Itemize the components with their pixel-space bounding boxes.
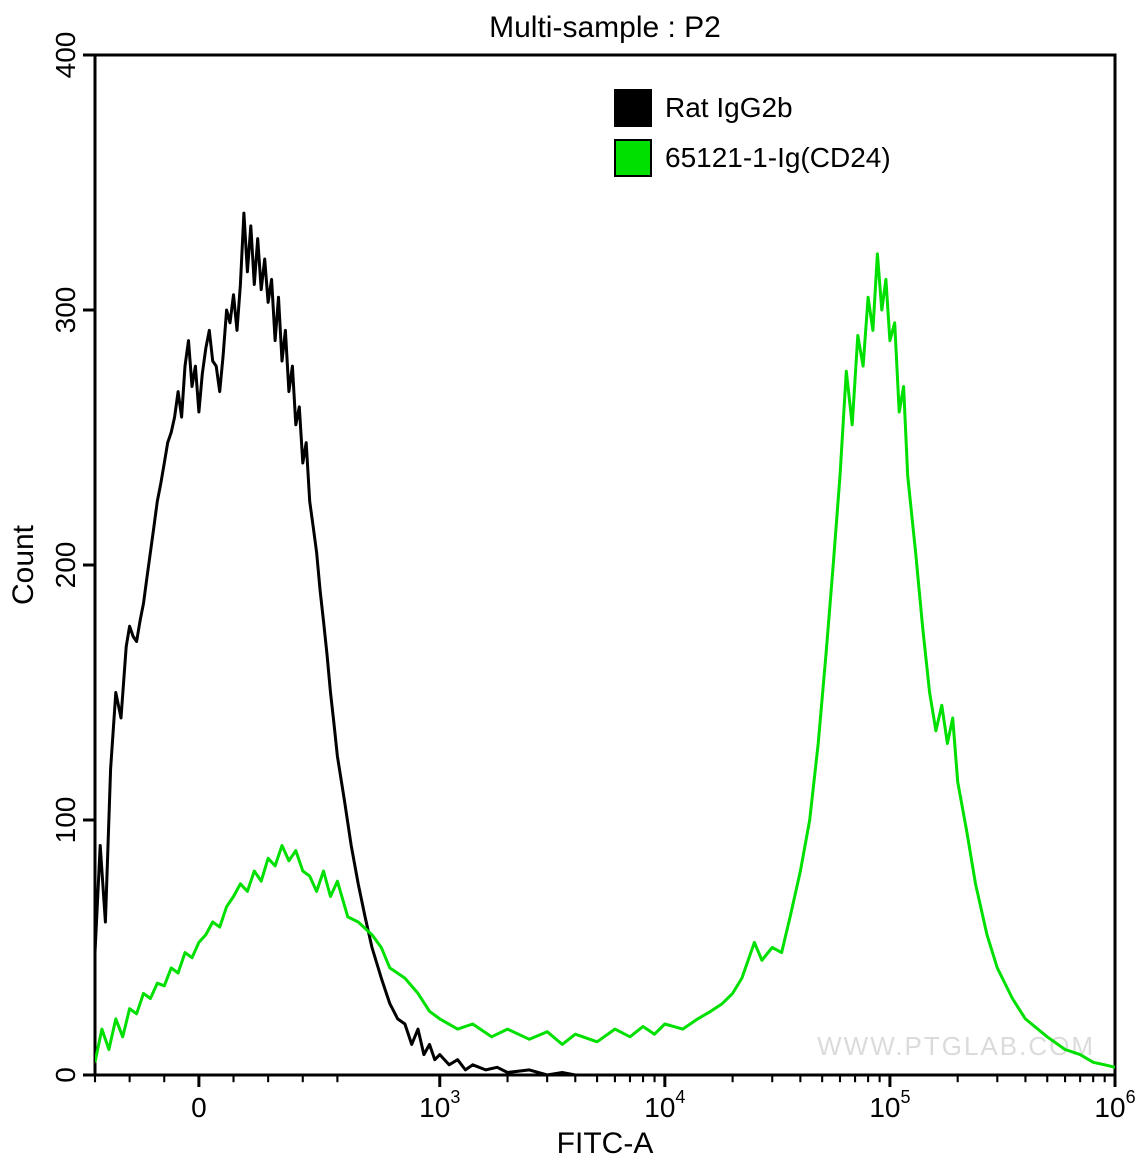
legend-label: 65121-1-Ig(CD24) [665, 142, 891, 173]
legend-swatch [615, 90, 651, 126]
watermark: WWW.PTGLAB.COM [817, 1031, 1095, 1061]
x-tick-label: 103 [419, 1087, 460, 1123]
x-tick-label: 0 [191, 1092, 207, 1123]
y-tick-label: 200 [50, 542, 81, 589]
y-tick-label: 300 [50, 287, 81, 334]
chart-svg: 0 100 200 300 400 Count 0 103 104 105 106 FITC-A Mul… [0, 0, 1146, 1162]
series-1 [95, 254, 1115, 1067]
legend-label: Rat IgG2b [665, 92, 793, 123]
legend-swatch [615, 140, 651, 176]
x-tick-label: 105 [869, 1087, 910, 1123]
y-tick-label: 400 [50, 32, 81, 79]
x-tick-label: 106 [1094, 1087, 1135, 1123]
x-tick-label: 104 [644, 1087, 685, 1123]
x-axis-label: FITC-A [557, 1127, 654, 1160]
chart-title: Multi-sample : P2 [489, 11, 721, 44]
plot-border [95, 55, 1115, 1075]
y-tick-label: 0 [50, 1067, 81, 1083]
y-tick-label: 100 [50, 797, 81, 844]
y-axis-label: Count [7, 524, 40, 605]
flow-cytometry-histogram: 0 100 200 300 400 Count 0 103 104 105 106 FITC-A Mul… [0, 0, 1146, 1162]
series-0 [95, 213, 575, 1075]
